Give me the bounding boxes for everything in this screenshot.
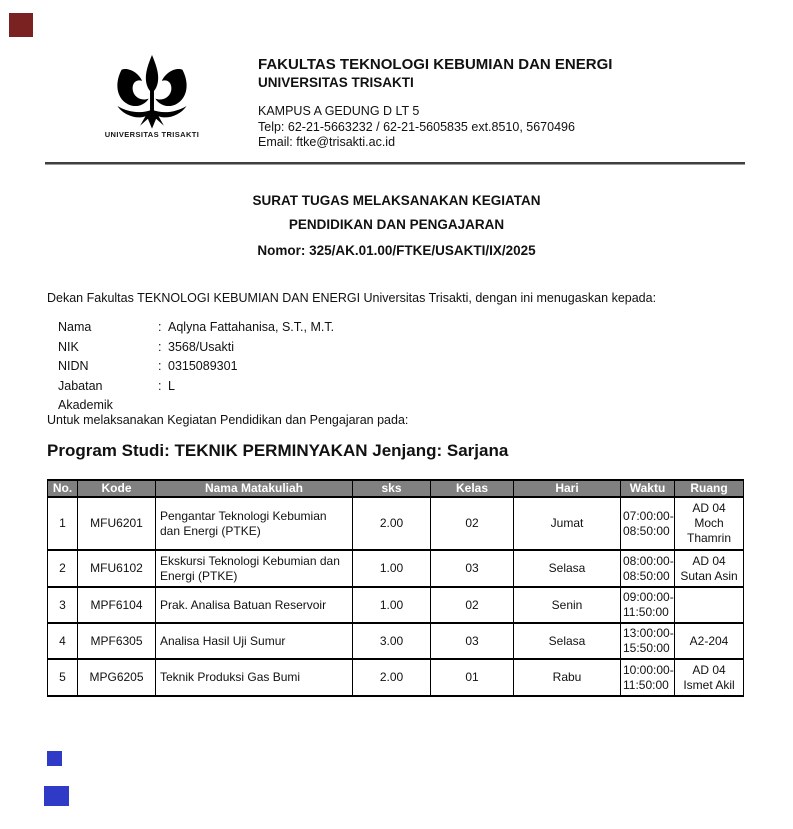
table-row: 5 MPG6205 Teknik Produksi Gas Bumi 2.00 … (47, 658, 744, 697)
schedule-table: No. Kode Nama Matakuliah sks Kelas Hari … (47, 479, 744, 697)
cell-kelas: 03 (430, 622, 514, 660)
cell-no: 5 (47, 658, 78, 697)
field-row-nama: Nama : Aqlyna Fattahanisa, S.T., M.T. (58, 318, 558, 338)
cell-ruang (674, 586, 744, 624)
letterhead-divider (45, 162, 745, 165)
bottom-left-stamp-mark (47, 751, 62, 766)
email-line: Email: ftke@trisakti.ac.id (258, 135, 396, 149)
col-header-no: No. (47, 479, 78, 498)
cell-kelas: 02 (430, 586, 514, 624)
cell-nama: Prak. Analisa Batuan Reservoir (155, 586, 353, 624)
program-studi-heading: Program Studi: TEKNIK PERMINYAKAN Jenjan… (47, 441, 509, 460)
opening-paragraph: Dekan Fakultas TEKNOLOGI KEBUMIAN DAN EN… (47, 291, 657, 305)
table-header-row: No. Kode Nama Matakuliah sks Kelas Hari … (47, 479, 744, 498)
field-label: NIDN (58, 359, 89, 373)
cell-sks: 2.00 (352, 496, 431, 551)
field-value: L (168, 378, 175, 393)
field-row-nidn: NIDN : 0315089301 (58, 357, 558, 377)
university-logo (102, 55, 202, 129)
letter-title: SURAT TUGAS MELAKSANAKAN KEGIATAN PENDID… (0, 189, 793, 263)
cell-nama: Pengantar Teknologi Kebumian dan Energi … (155, 496, 353, 551)
cell-hari: Jumat (513, 496, 621, 551)
cell-hari: Rabu (513, 658, 621, 697)
cell-waktu: 09:00:00- 11:50:00 (620, 586, 675, 624)
table-row: 4 MPF6305 Analisa Hasil Uji Sumur 3.00 0… (47, 622, 744, 660)
col-header-hari: Hari (513, 479, 621, 498)
col-header-sks: sks (352, 479, 431, 498)
cell-no: 4 (47, 622, 78, 660)
cell-kode: MPF6305 (77, 622, 156, 660)
field-value: Aqlyna Fattahanisa, S.T., M.T. (168, 320, 335, 334)
cell-ruang: AD 04 Sutan Asin (674, 549, 744, 588)
field-label: Nama (58, 320, 92, 334)
cell-waktu: 10:00:00- 11:50:00 (620, 658, 675, 697)
cell-no: 1 (47, 496, 78, 551)
cell-ruang: AD 04 Moch Thamrin (674, 496, 744, 551)
phone-line: Telp: 62-21-5663232 / 62-21-5605835 ext.… (258, 119, 575, 134)
field-label: Jabatan Akademik (58, 378, 113, 413)
cell-nama: Ekskursi Teknologi Kebumian dan Energi (… (155, 549, 353, 588)
field-separator: : (158, 378, 162, 393)
title-line-1: SURAT TUGAS MELAKSANAKAN KEGIATAN (252, 193, 541, 208)
cell-ruang: A2-204 (674, 622, 744, 660)
table-row: 1 MFU6201 Pengantar Teknologi Kebumian d… (47, 496, 744, 551)
assignment-paragraph: Untuk melaksanakan Kegiatan Pendidikan d… (47, 413, 409, 427)
cell-sks: 1.00 (352, 549, 431, 588)
letterhead-text: FAKULTAS TEKNOLOGI KEBUMIAN DAN ENERGI U… (258, 55, 758, 151)
cell-kelas: 02 (430, 496, 514, 551)
cell-ruang: AD 04 Ismet Akil (674, 658, 744, 697)
cell-hari: Selasa (513, 549, 621, 588)
col-header-kelas: Kelas (430, 479, 514, 498)
recipient-fields: Nama : Aqlyna Fattahanisa, S.T., M.T. NI… (58, 318, 558, 416)
col-header-waktu: Waktu (620, 479, 675, 498)
cell-no: 2 (47, 549, 78, 588)
col-header-kode: Kode (77, 479, 156, 498)
top-left-stamp-mark (9, 13, 33, 37)
cell-hari: Selasa (513, 622, 621, 660)
cell-waktu: 08:00:00- 08:50:00 (620, 549, 675, 588)
cell-sks: 2.00 (352, 658, 431, 697)
cell-no: 3 (47, 586, 78, 624)
cell-kelas: 01 (430, 658, 514, 697)
cell-kode: MFU6102 (77, 549, 156, 588)
trisakti-trident-icon (117, 55, 187, 129)
logo-caption: UNIVERSITAS TRISAKTI (104, 130, 200, 139)
field-row-jabatan: Jabatan Akademik : L (58, 377, 558, 416)
cell-kode: MPF6104 (77, 586, 156, 624)
cell-hari: Senin (513, 586, 621, 624)
university-name: UNIVERSITAS TRISAKTI (258, 75, 414, 90)
field-separator: : (158, 359, 162, 373)
field-row-nik: NIK : 3568/Usakti (58, 338, 558, 358)
cell-kode: MFU6201 (77, 496, 156, 551)
table-row: 2 MFU6102 Ekskursi Teknologi Kebumian da… (47, 549, 744, 588)
title-line-2: PENDIDIKAN DAN PENGAJARAN (288, 217, 505, 232)
letter-number: Nomor: 325/AK.01.00/FTKE/USAKTI/IX/2025 (257, 243, 536, 258)
faculty-name: FAKULTAS TEKNOLOGI KEBUMIAN DAN ENERGI (258, 56, 613, 73)
field-separator: : (158, 320, 162, 334)
bottom-left-stamp-mark-2 (44, 786, 69, 806)
cell-kelas: 03 (430, 549, 514, 588)
cell-nama: Teknik Produksi Gas Bumi (155, 658, 353, 697)
cell-nama: Analisa Hasil Uji Sumur (155, 622, 353, 660)
cell-kode: MPG6205 (77, 658, 156, 697)
col-header-ruang: Ruang (674, 479, 744, 498)
cell-waktu: 07:00:00- 08:50:00 (620, 496, 675, 551)
cell-waktu: 13:00:00- 15:50:00 (620, 622, 675, 660)
cell-sks: 1.00 (352, 586, 431, 624)
cell-sks: 3.00 (352, 622, 431, 660)
field-separator: : (158, 339, 162, 354)
field-value: 3568/Usakti (168, 339, 235, 354)
table-row: 3 MPF6104 Prak. Analisa Batuan Reservoir… (47, 586, 744, 624)
col-header-nama: Nama Matakuliah (155, 479, 353, 498)
campus-address: KAMPUS A GEDUNG D LT 5 (258, 104, 420, 118)
field-value: 0315089301 (168, 359, 238, 373)
field-label: NIK (58, 339, 79, 354)
